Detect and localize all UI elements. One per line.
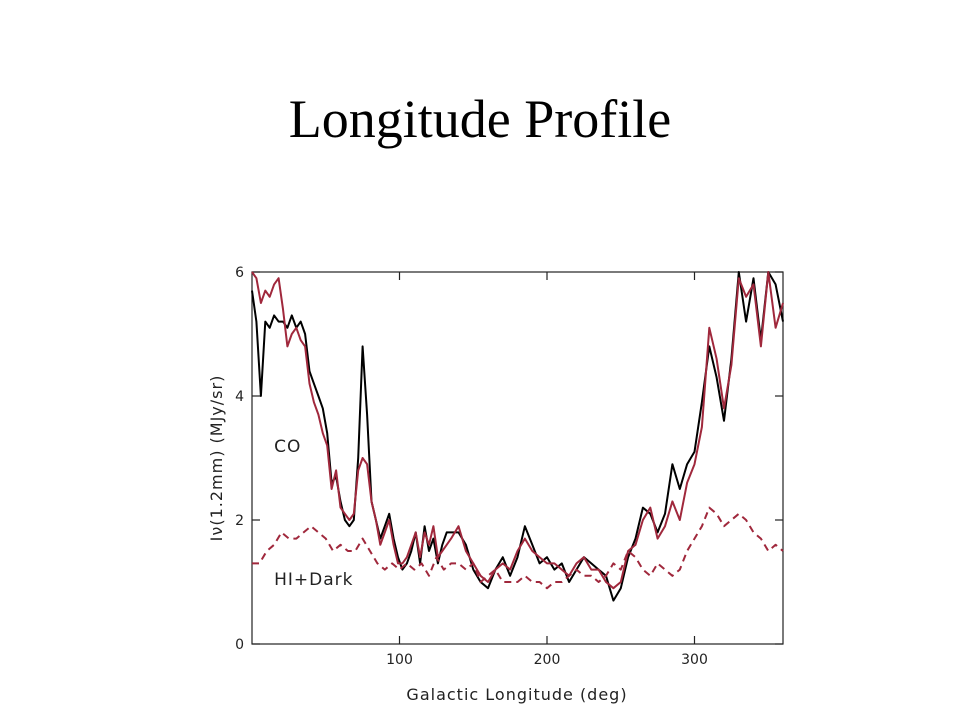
annotation-label: HI+Dark (274, 570, 353, 590)
series-line-3 (252, 506, 784, 590)
y-tick-label: 2 (235, 513, 244, 529)
x-axis-title: Galactic Longitude (deg) (406, 685, 627, 704)
annotation-group: CO HI+Dark (274, 437, 353, 590)
y-axis-title: Iν(1.2mm) (MJy/sr) (207, 375, 226, 542)
x-tick-label: 200 (534, 652, 561, 668)
tick-group: 100 200 300 0 2 4 6 (235, 265, 783, 668)
x-tick-label: 100 (386, 652, 413, 668)
series-line-2 (251, 271, 784, 590)
series-group (251, 271, 784, 602)
slide-title: Longitude Profile (288, 89, 672, 149)
series-line-1 (251, 271, 784, 602)
y-tick-label: 0 (235, 637, 244, 653)
plot-frame (251, 271, 784, 645)
y-tick-label: 6 (235, 265, 244, 281)
y-tick-label: 4 (235, 389, 244, 405)
x-tick-label: 300 (681, 652, 708, 668)
annotation-label: CO (274, 437, 301, 457)
